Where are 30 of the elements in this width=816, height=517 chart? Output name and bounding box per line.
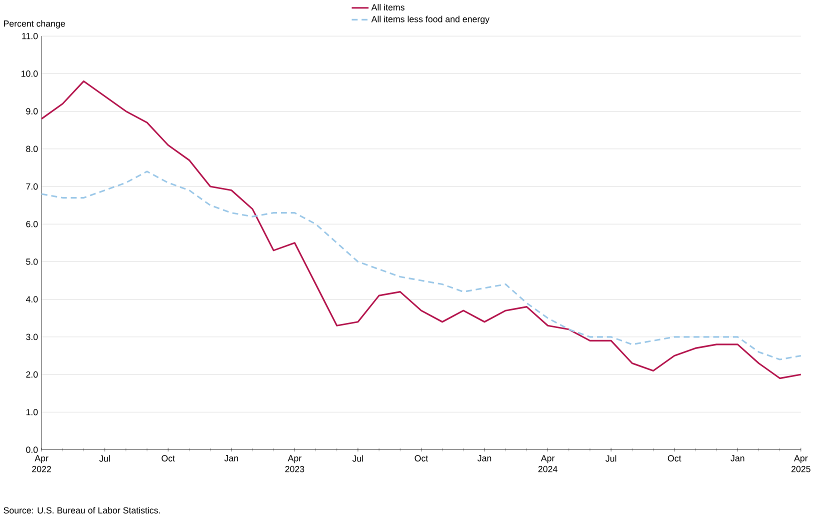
y-tick-label: 8.0: [26, 146, 38, 152]
y-tick-label: 1.0: [26, 409, 38, 416]
y-tick-label: 7.0: [26, 183, 38, 190]
x-tick-label: Oct: [668, 455, 682, 462]
x-tick-label: Jul: [99, 455, 110, 462]
y-tick-label: 0.0: [26, 446, 38, 453]
x-tick-label: Jan: [224, 455, 238, 462]
y-tick-label: 3.0: [26, 334, 38, 340]
x-tick-label: Jan: [730, 455, 744, 462]
x-tick-label: Oct: [414, 455, 428, 462]
x-tick-label: Apr 2023: [285, 455, 304, 472]
x-tick-label: Jan: [478, 455, 492, 462]
y-axis-title: Percent change: [4, 20, 65, 29]
x-tick-label: Apr 2024: [538, 455, 558, 472]
y-tick-label: 11.0: [22, 33, 38, 40]
y-tick-label: 9.0: [26, 108, 38, 115]
y-tick-label: 5.0: [26, 258, 38, 265]
x-tick-label: Jul: [606, 455, 616, 462]
x-tick-label: Oct: [162, 455, 175, 462]
legend-label: All items less food and energy: [371, 16, 490, 24]
y-tick-label: 2.0: [26, 371, 38, 378]
legend-label: All items: [371, 4, 404, 11]
line-series: [40, 80, 802, 380]
y-tick-label: 4.0: [26, 296, 38, 303]
y-tick-label: 10.0: [22, 70, 38, 77]
source-note: Source: U.S. Bureau of Labor Statistics.: [4, 507, 160, 514]
y-tick-label: 6.0: [26, 221, 38, 228]
x-tick-label: Apr 2025: [791, 455, 810, 472]
x-tick-label: Apr 2022: [32, 455, 51, 472]
x-tick-label: Jul: [352, 455, 364, 462]
